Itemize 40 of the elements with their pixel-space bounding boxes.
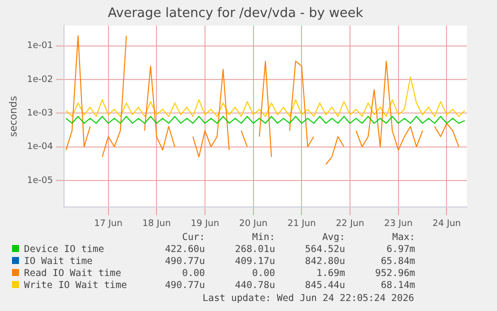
text: Max: <box>391 232 416 244</box>
text: Min: <box>251 232 276 244</box>
text: 490.77u <box>164 256 205 268</box>
text: 68.14m <box>380 280 416 292</box>
text: 0.00 <box>181 268 205 280</box>
x-tick-label: 23 Jun <box>384 218 413 229</box>
y-axis-title: seconds <box>8 96 20 137</box>
text: 409.17u <box>234 256 276 268</box>
y-tick-label: 1e-05 <box>26 176 53 186</box>
x-tick-label: 20 Jun <box>239 218 268 229</box>
x-tick-label: 22 Jun <box>336 218 364 229</box>
text: 422.60u <box>164 244 205 256</box>
x-tick-label: 17 Jun <box>94 218 122 229</box>
x-tick-label: 18 Jun <box>142 218 171 229</box>
text: 952.96m <box>374 268 416 280</box>
legend-label: Device IO time <box>23 244 106 256</box>
text: 842.80u <box>304 256 346 268</box>
text: 490.77u <box>164 280 205 292</box>
legend-label: IO Wait time <box>23 256 94 268</box>
y-tick-label: 1e-01 <box>26 41 53 52</box>
text: 65.84m <box>380 256 416 268</box>
x-tick-label: 21 Jun <box>287 218 316 229</box>
text: 0.00 <box>251 268 276 280</box>
text: 6.97m <box>386 244 416 256</box>
legend-label: Write IO Wait time <box>23 280 128 292</box>
y-tick-label: 1e-03 <box>26 108 53 118</box>
text: 564.52u <box>304 244 346 256</box>
text: 268.01u <box>234 244 276 256</box>
y-tick-label: 1e-02 <box>26 74 53 85</box>
chart-title: Average latency for /dev/vda - by week <box>108 6 364 22</box>
text: Cur: <box>181 232 205 244</box>
legend-label: Read IO Wait time <box>23 268 122 280</box>
text: Avg: <box>321 232 346 244</box>
text: Last update: Wed Jun 24 22:05:24 2026 <box>202 292 416 306</box>
x-tick-label: 19 Jun <box>190 218 220 229</box>
x-tick-label: 24 Jun <box>432 218 461 229</box>
text: 845.44u <box>304 280 346 292</box>
y-tick-label: 1e-04 <box>26 142 54 152</box>
text: 1.69m <box>315 268 346 280</box>
text: 440.78u <box>234 280 276 292</box>
